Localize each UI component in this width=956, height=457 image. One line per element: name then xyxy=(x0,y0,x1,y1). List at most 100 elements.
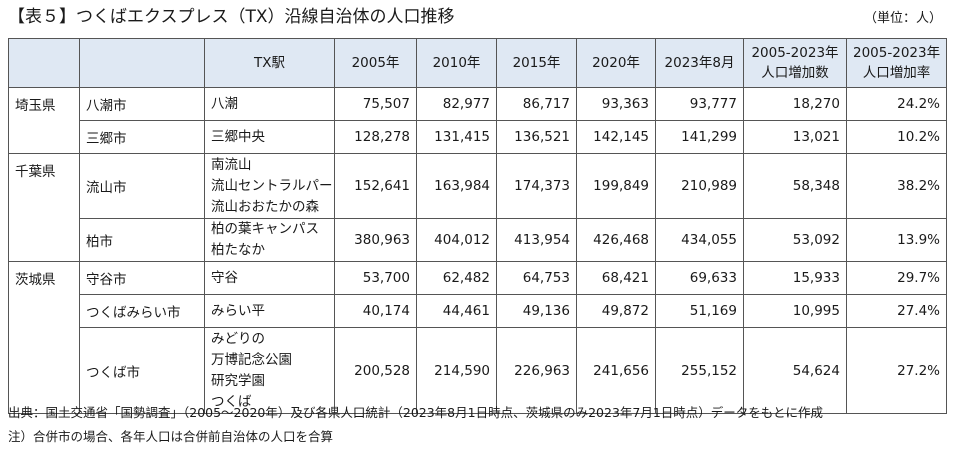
table-row: 茨城県 守谷市 守谷 53,700 62,482 64,753 68,421 6… xyxy=(8,261,947,414)
header-rate-line2: 人口増加率 xyxy=(862,65,931,81)
value-2005: 380,963 xyxy=(334,218,417,262)
station-name: 八潮 xyxy=(211,95,238,112)
value-2010: 163,984 xyxy=(416,153,497,219)
value-rate: 29.7% xyxy=(846,261,947,295)
value-2005: 128,278 xyxy=(334,120,417,154)
station-name: 研究学園 xyxy=(211,372,265,389)
station-name: 柏の葉キャンパス xyxy=(211,221,319,237)
header-increase-line1: 2005-2023年 xyxy=(751,45,839,61)
value-2020: 426,468 xyxy=(576,218,656,262)
station-name: 流山おおたかの森 xyxy=(211,198,319,215)
value-2010: 404,012 xyxy=(416,218,497,262)
value-rate: 10.2% xyxy=(846,120,947,154)
station-name: みどりの xyxy=(211,330,265,347)
station-name: 三郷中央 xyxy=(211,128,265,145)
value-increase: 10,995 xyxy=(743,294,847,328)
population-table: TX駅 2005年 2010年 2015年 2020年 2023年8月 2005… xyxy=(8,38,947,414)
value-2005: 53,700 xyxy=(334,261,417,295)
value-2010: 214,590 xyxy=(416,327,497,414)
value-2015: 226,963 xyxy=(496,327,577,414)
pref-cell: 茨城県 xyxy=(8,261,80,414)
table-row: つくばみらい市 みらい平 40,174 44,461 49,136 49,872… xyxy=(9,294,947,328)
value-2023: 434,055 xyxy=(655,218,744,262)
pref-cell: 埼玉県 xyxy=(8,87,80,154)
header-rate: 2005-2023年 人口増加率 xyxy=(846,38,947,88)
value-2023: 93,777 xyxy=(655,87,744,121)
value-2015: 136,521 xyxy=(496,120,577,154)
header-2020: 2020年 xyxy=(576,38,656,88)
header-2015: 2015年 xyxy=(496,38,577,88)
pref-cell: 千葉県 xyxy=(8,153,80,262)
source-note: 出典：国土交通省「国勢調査」（2005～2020年）及び各県人口統計（2023年… xyxy=(8,405,824,420)
value-2005: 152,641 xyxy=(334,153,417,219)
city-cell: 三郷市 xyxy=(79,120,205,154)
station-cell: 南流山 流山セントラルパーク 流山おおたかの森 xyxy=(204,153,335,219)
value-2010: 131,415 xyxy=(416,120,497,154)
value-rate: 24.2% xyxy=(846,87,947,121)
city-cell: つくば市 xyxy=(79,327,205,414)
value-2020: 241,656 xyxy=(576,327,656,414)
station-cell: みらい平 xyxy=(204,294,335,328)
city-cell: つくばみらい市 xyxy=(79,294,205,328)
value-2023: 210,989 xyxy=(655,153,744,219)
station-cell: 守谷 xyxy=(204,261,335,295)
value-2010: 62,482 xyxy=(416,261,497,295)
header-blank-pref xyxy=(8,38,80,88)
value-2020: 93,363 xyxy=(576,87,656,121)
city-cell: 流山市 xyxy=(79,153,205,219)
value-2023: 255,152 xyxy=(655,327,744,414)
value-increase: 58,348 xyxy=(743,153,847,219)
station-cell: 八潮 xyxy=(204,87,335,121)
table-row: 柏市 柏の葉キャンパス 柏たなか 380,963 404,012 413,954… xyxy=(9,218,947,262)
table-title: 【表５】つくばエクスプレス（TX）沿線自治体の人口推移 xyxy=(8,7,455,27)
value-rate: 27.2% xyxy=(846,327,947,414)
table-row: 埼玉県 八潮市 八潮 75,507 82,977 86,717 93,363 9… xyxy=(8,87,947,154)
value-2010: 44,461 xyxy=(416,294,497,328)
table-row: つくば市 みどりの 万博記念公園 研究学園 つくば 200,528 214,59… xyxy=(9,327,947,414)
value-2015: 174,373 xyxy=(496,153,577,219)
value-2010: 82,977 xyxy=(416,87,497,121)
value-increase: 15,933 xyxy=(743,261,847,295)
value-increase: 53,092 xyxy=(743,218,847,262)
header-2005: 2005年 xyxy=(334,38,417,88)
value-2023: 51,169 xyxy=(655,294,744,328)
station-cell: 柏の葉キャンパス 柏たなか xyxy=(204,218,335,262)
value-2020: 49,872 xyxy=(576,294,656,328)
header-increase: 2005-2023年 人口増加数 xyxy=(743,38,847,88)
value-2015: 86,717 xyxy=(496,87,577,121)
value-2015: 49,136 xyxy=(496,294,577,328)
city-cell: 柏市 xyxy=(79,218,205,262)
station-name: 守谷 xyxy=(211,269,238,286)
value-increase: 18,270 xyxy=(743,87,847,121)
table-row: 三郷市 三郷中央 128,278 131,415 136,521 142,145… xyxy=(9,120,947,154)
value-2015: 64,753 xyxy=(496,261,577,295)
value-2015: 413,954 xyxy=(496,218,577,262)
city-cell: 守谷市 xyxy=(79,261,205,295)
value-2005: 40,174 xyxy=(334,294,417,328)
header-increase-line2: 人口増加数 xyxy=(761,65,829,81)
value-2020: 68,421 xyxy=(576,261,656,295)
value-2020: 142,145 xyxy=(576,120,656,154)
station-name: 流山セントラルパーク xyxy=(211,177,335,194)
merge-note: 注）合併市の場合、各年人口は合併前自治体の人口を合算 xyxy=(8,429,334,444)
value-2005: 75,507 xyxy=(334,87,417,121)
header-2010: 2010年 xyxy=(416,38,497,88)
station-name: 南流山 xyxy=(211,156,252,173)
station-cell: 三郷中央 xyxy=(204,120,335,154)
header-2023: 2023年8月 xyxy=(655,38,744,88)
city-cell: 八潮市 xyxy=(79,87,205,121)
table-row: 千葉県 流山市 南流山 流山セントラルパーク 流山おおたかの森 152,641 … xyxy=(8,153,947,262)
station-name: みらい平 xyxy=(211,302,265,319)
unit-label: （単位：人） xyxy=(863,11,942,26)
header-rate-line1: 2005-2023年 xyxy=(853,45,941,61)
value-increase: 13,021 xyxy=(743,120,847,154)
station-name: つくば xyxy=(211,393,252,410)
header-blank-city xyxy=(79,38,205,88)
value-2023: 69,633 xyxy=(655,261,744,295)
value-rate: 13.9% xyxy=(846,218,947,262)
station-name: 柏たなか xyxy=(211,242,265,258)
header-station: TX駅 xyxy=(204,38,335,88)
station-name: 万博記念公園 xyxy=(211,351,292,368)
value-2005: 200,528 xyxy=(334,327,417,414)
station-cell: みどりの 万博記念公園 研究学園 つくば xyxy=(204,327,335,414)
